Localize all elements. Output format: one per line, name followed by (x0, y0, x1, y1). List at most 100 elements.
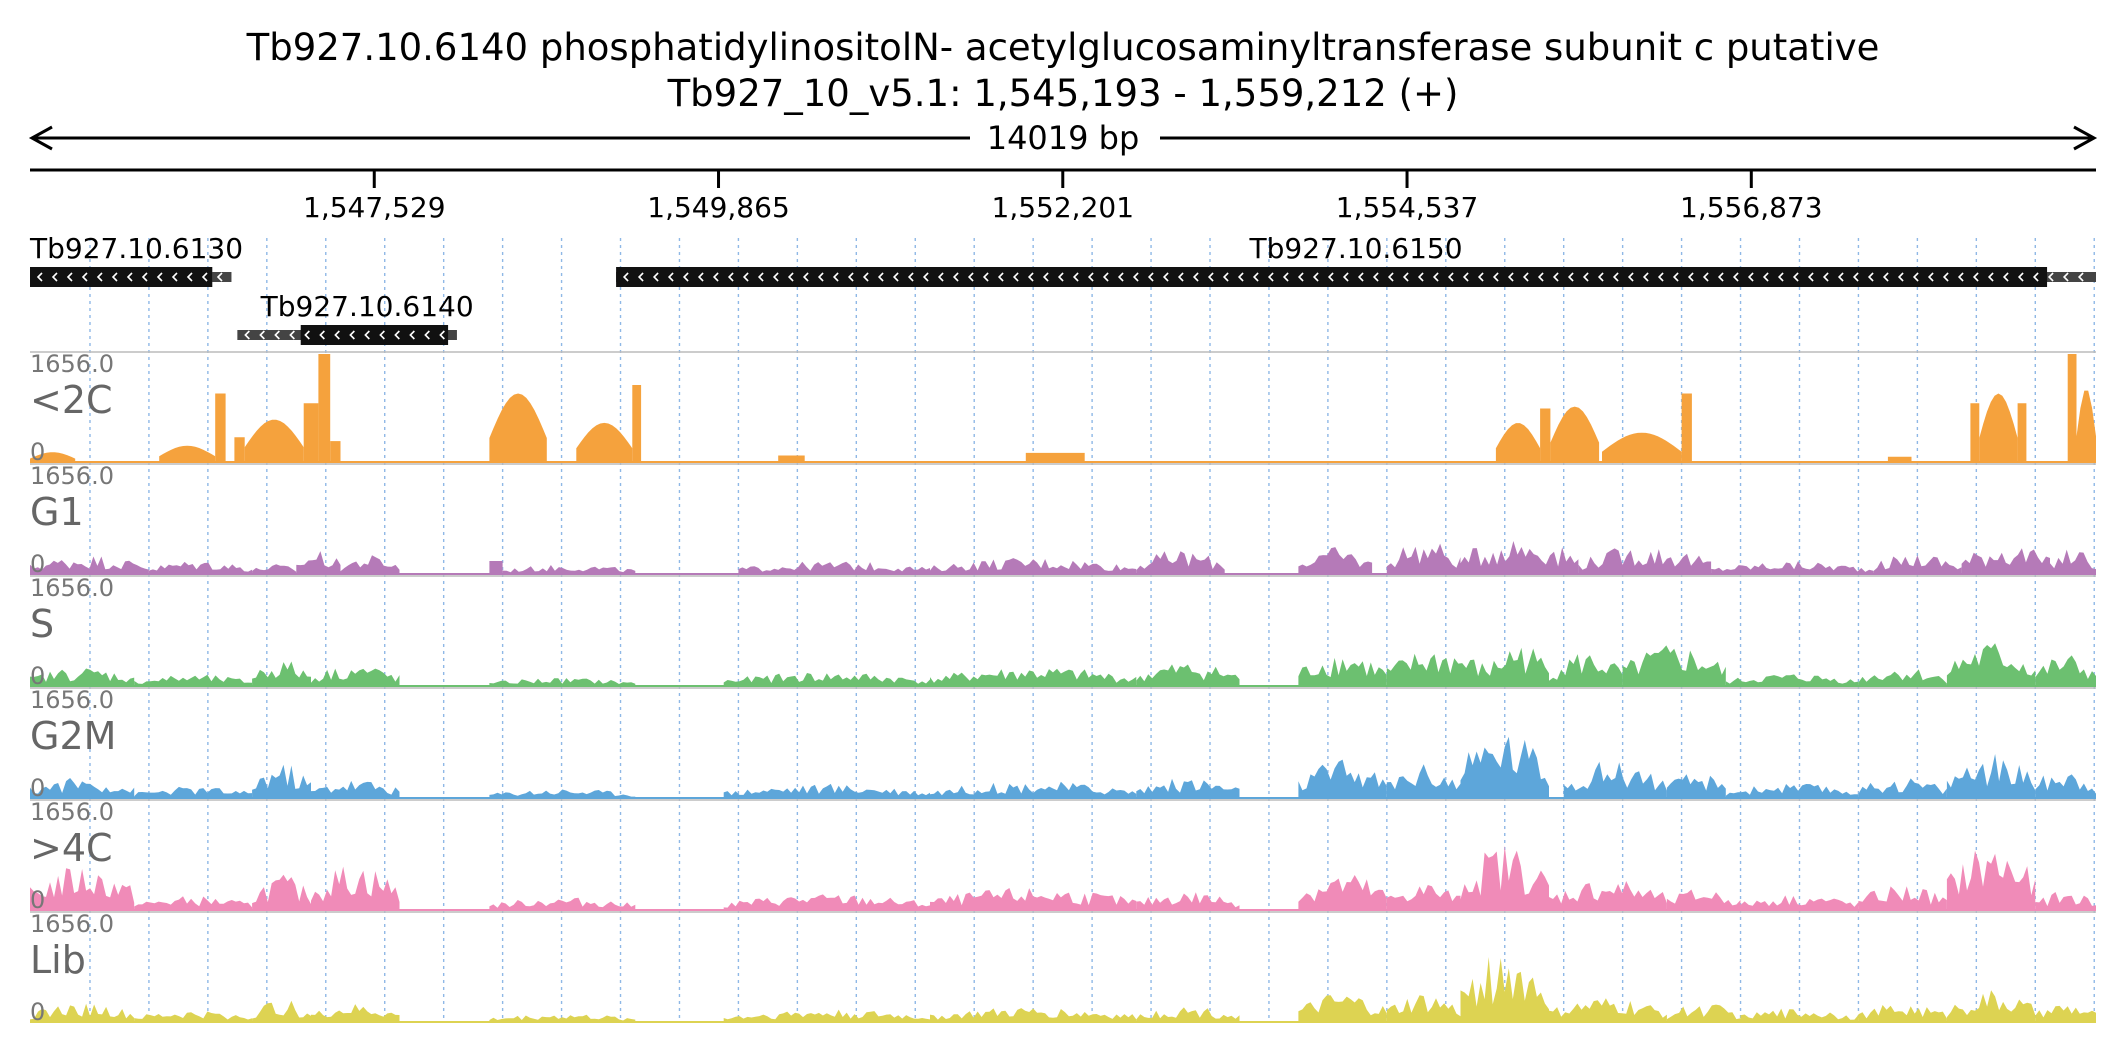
coverage-area (30, 556, 149, 574)
coverage-area (1298, 995, 1387, 1022)
coverage-area (330, 441, 341, 462)
strand-chevron-icon (1687, 272, 1694, 282)
strand-chevron-icon (1837, 272, 1844, 282)
coverage-area (1970, 403, 1980, 462)
strand-chevron-icon (304, 330, 310, 340)
track-name-label: >4C (30, 826, 113, 870)
strand-chevron-icon (2062, 272, 2069, 282)
coverage-area (1540, 408, 1551, 462)
gene-label: Tb927.10.6140 (260, 290, 474, 323)
strand-chevron-icon (1507, 272, 1514, 282)
strand-chevron-icon (802, 272, 809, 282)
strand-chevron-icon (1537, 272, 1544, 282)
coverage-area (1622, 645, 1726, 686)
strand-chevron-icon (757, 272, 764, 282)
strand-chevron-icon (1567, 272, 1574, 282)
strand-chevron-icon (1012, 272, 1019, 282)
strand-chevron-icon (1402, 272, 1409, 282)
strand-chevron-icon (772, 272, 779, 282)
coverage-area (1873, 555, 1962, 574)
coverage-area (1136, 1007, 1240, 1022)
coverage-area (1549, 654, 1623, 686)
coverage-area (1460, 957, 1549, 1022)
track-name-label: Lib (30, 938, 86, 982)
coverage-area (930, 888, 1137, 910)
strand-chevron-icon (682, 272, 689, 282)
gene-cds (616, 267, 2048, 287)
strand-chevron-icon (201, 272, 208, 282)
strand-chevron-icon (1372, 272, 1379, 282)
strand-chevron-icon (1462, 272, 1469, 282)
strand-chevron-icon (1102, 272, 1109, 282)
coverage-area (1961, 548, 2050, 574)
coverage-area (1549, 881, 1667, 910)
strand-chevron-icon (319, 330, 325, 340)
coverage-area (1887, 456, 1912, 462)
strand-chevron-icon (1342, 272, 1349, 282)
strand-chevron-icon (1207, 272, 1214, 282)
coverage-area (489, 678, 636, 686)
strand-chevron-icon (424, 330, 430, 340)
track-name-label: <2C (30, 378, 113, 422)
track-name-label: G2M (30, 714, 116, 758)
strand-chevron-icon (1912, 272, 1919, 282)
strand-chevron-icon (81, 272, 88, 282)
span-length-label: 14019 bp (987, 119, 1140, 157)
axis-tick-label: 1,552,201 (992, 191, 1135, 224)
coverage-area (489, 561, 503, 574)
strand-chevron-icon (126, 272, 133, 282)
gene-Tb927.10.6140: Tb927.10.6140 (237, 290, 474, 345)
span-arrow-right-icon (2073, 125, 2098, 151)
track-ymin-label: 0 (30, 662, 45, 690)
coverage-area (1136, 664, 1240, 686)
track-ymax-label: 1656.0 (30, 686, 114, 714)
coverage-area (1460, 736, 1549, 798)
coverage-area (1025, 452, 1085, 462)
strand-chevron-icon (1252, 272, 1259, 282)
coverage-area (1490, 647, 1549, 686)
strand-chevron-icon (1417, 272, 1424, 282)
coverage-area (1858, 1005, 1947, 1022)
strand-chevron-icon (667, 272, 674, 282)
gene-utr (212, 272, 232, 282)
coverage-area (311, 780, 400, 798)
coverage-area (2017, 403, 2027, 462)
strand-chevron-icon (1522, 272, 1529, 282)
strand-chevron-icon (622, 272, 629, 282)
coverage-area (30, 452, 76, 462)
coverage-area (1602, 432, 1682, 462)
strand-chevron-icon (1477, 272, 1484, 282)
strand-chevron-icon (1642, 272, 1649, 282)
strand-chevron-icon (1702, 272, 1709, 282)
gene-Tb927.10.6130: Tb927.10.6130 (29, 232, 243, 287)
coverage-area (632, 385, 642, 462)
coverage-area (1386, 764, 1461, 798)
strand-chevron-icon (1552, 272, 1559, 282)
coverage-area (1666, 1004, 1741, 1022)
strand-chevron-icon (66, 272, 73, 282)
strand-chevron-icon (982, 272, 989, 282)
coverage-area (1740, 1008, 1859, 1022)
strand-chevron-icon (259, 330, 265, 340)
strand-chevron-icon (1357, 272, 1364, 282)
gene-cds (30, 267, 213, 287)
coverage-area (1711, 561, 1874, 574)
locus-label: Tb927_10_v5.1: 1,545,193 - 1,559,212 (+) (667, 72, 1459, 115)
coverage-area (930, 781, 1137, 798)
coverage-area (311, 1004, 400, 1022)
strand-chevron-icon (1087, 272, 1094, 282)
coverage-area (489, 789, 636, 798)
strand-chevron-icon (1822, 272, 1829, 282)
strand-chevron-icon (1027, 272, 1034, 282)
strand-chevron-icon (1192, 272, 1199, 282)
coverage-area (502, 565, 636, 574)
track-S: 1656.0S 0 (30, 574, 2096, 690)
coverage-area (576, 422, 633, 462)
coverage-area (1725, 784, 1859, 798)
coverage-area (723, 783, 930, 798)
strand-chevron-icon (439, 330, 445, 340)
coverage-area (930, 668, 1137, 686)
coverage-area (215, 393, 226, 462)
strand-chevron-icon (141, 272, 148, 282)
strand-chevron-icon (847, 272, 854, 282)
